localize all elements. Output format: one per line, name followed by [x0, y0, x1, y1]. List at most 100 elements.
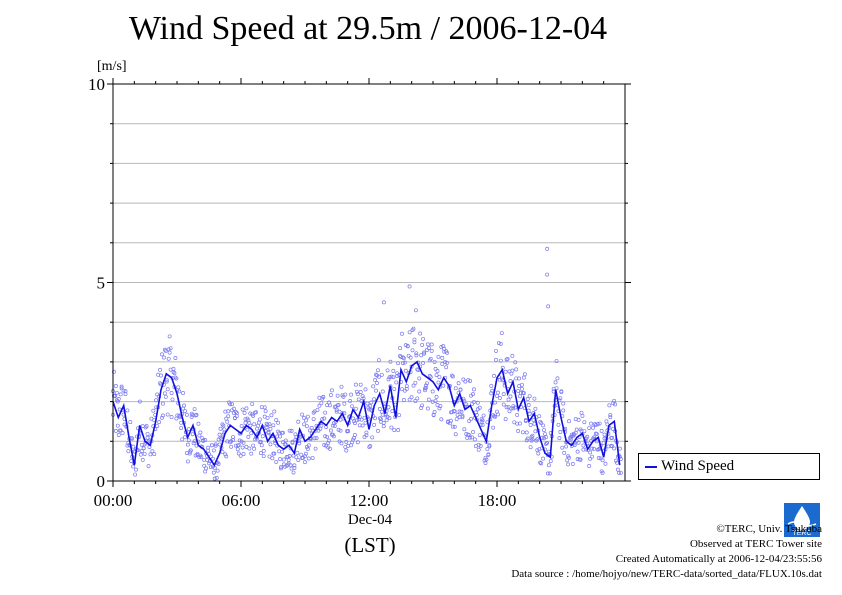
data-point — [564, 444, 569, 449]
data-point — [338, 428, 343, 433]
data-point — [555, 376, 560, 381]
data-point — [493, 414, 498, 419]
data-point — [203, 438, 208, 442]
data-point — [304, 418, 308, 423]
data-point — [286, 458, 291, 462]
data-point — [387, 416, 392, 421]
data-point — [349, 392, 354, 397]
data-point — [266, 429, 271, 434]
data-point — [495, 393, 499, 398]
data-point — [322, 443, 327, 447]
data-point — [128, 420, 133, 425]
data-point — [334, 407, 339, 412]
data-point — [528, 423, 533, 427]
data-point — [544, 441, 548, 446]
data-point — [264, 425, 269, 430]
data-point — [400, 355, 405, 360]
data-point — [241, 440, 246, 445]
data-point — [508, 394, 513, 399]
data-point — [396, 428, 401, 432]
data-point — [120, 430, 125, 435]
data-point — [253, 437, 258, 442]
data-point — [432, 359, 437, 364]
data-point — [376, 358, 381, 363]
data-point — [262, 405, 267, 410]
data-point — [444, 365, 449, 370]
data-point — [597, 421, 602, 426]
data-point — [599, 428, 604, 433]
data-point — [363, 387, 368, 392]
data-point — [202, 463, 207, 468]
data-point — [339, 384, 344, 389]
x-tick-label: 18:00 — [478, 491, 517, 510]
data-point — [299, 452, 304, 457]
data-point — [280, 449, 284, 454]
data-point — [290, 440, 295, 445]
data-point — [471, 392, 475, 397]
data-point — [186, 438, 191, 443]
data-point — [226, 409, 231, 414]
data-point — [317, 403, 322, 408]
data-point — [611, 427, 616, 432]
data-point — [201, 438, 206, 443]
data-point — [139, 449, 144, 453]
data-point — [376, 368, 380, 373]
y-tick-label: 5 — [97, 274, 106, 293]
data-point — [422, 350, 426, 355]
data-point — [218, 435, 223, 440]
data-point — [516, 388, 521, 393]
data-point — [260, 434, 265, 439]
data-point — [439, 345, 444, 349]
data-point — [158, 367, 162, 372]
data-point — [126, 449, 131, 454]
data-point — [256, 420, 261, 425]
data-point — [417, 389, 422, 394]
data-point — [321, 394, 326, 399]
data-point — [279, 465, 283, 469]
data-point — [279, 466, 283, 471]
data-point — [291, 470, 296, 475]
data-point — [592, 446, 596, 451]
data-point — [568, 434, 573, 439]
data-point-outlier — [545, 272, 550, 277]
data-point — [231, 435, 235, 440]
data-point — [390, 409, 395, 414]
data-point — [496, 412, 500, 417]
data-point — [588, 456, 593, 461]
data-point — [123, 392, 128, 397]
data-point — [590, 446, 594, 451]
data-point — [313, 446, 318, 451]
data-point — [119, 386, 124, 391]
data-point — [618, 470, 623, 475]
data-point — [297, 441, 302, 446]
data-point — [155, 424, 160, 428]
data-point — [518, 421, 522, 426]
data-point — [258, 439, 263, 444]
data-point — [603, 461, 608, 466]
data-point — [320, 417, 325, 422]
data-point — [450, 424, 455, 429]
data-point — [394, 380, 399, 385]
data-point — [379, 372, 384, 377]
data-point — [170, 397, 175, 402]
data-point — [352, 421, 357, 426]
data-point — [501, 402, 506, 407]
data-point — [400, 331, 404, 336]
data-point — [283, 442, 288, 447]
data-point — [222, 427, 227, 432]
data-point — [406, 353, 411, 358]
data-point-outlier — [545, 246, 550, 251]
data-point — [514, 367, 519, 372]
data-point — [185, 442, 190, 447]
data-point — [381, 420, 386, 425]
data-point — [155, 392, 160, 397]
data-point — [306, 456, 311, 461]
data-point — [239, 423, 244, 428]
data-point — [292, 463, 297, 468]
data-point — [452, 409, 457, 414]
data-point — [455, 413, 460, 417]
data-point — [118, 392, 123, 397]
data-point — [377, 416, 382, 421]
data-point — [164, 379, 169, 384]
data-point — [291, 453, 296, 458]
